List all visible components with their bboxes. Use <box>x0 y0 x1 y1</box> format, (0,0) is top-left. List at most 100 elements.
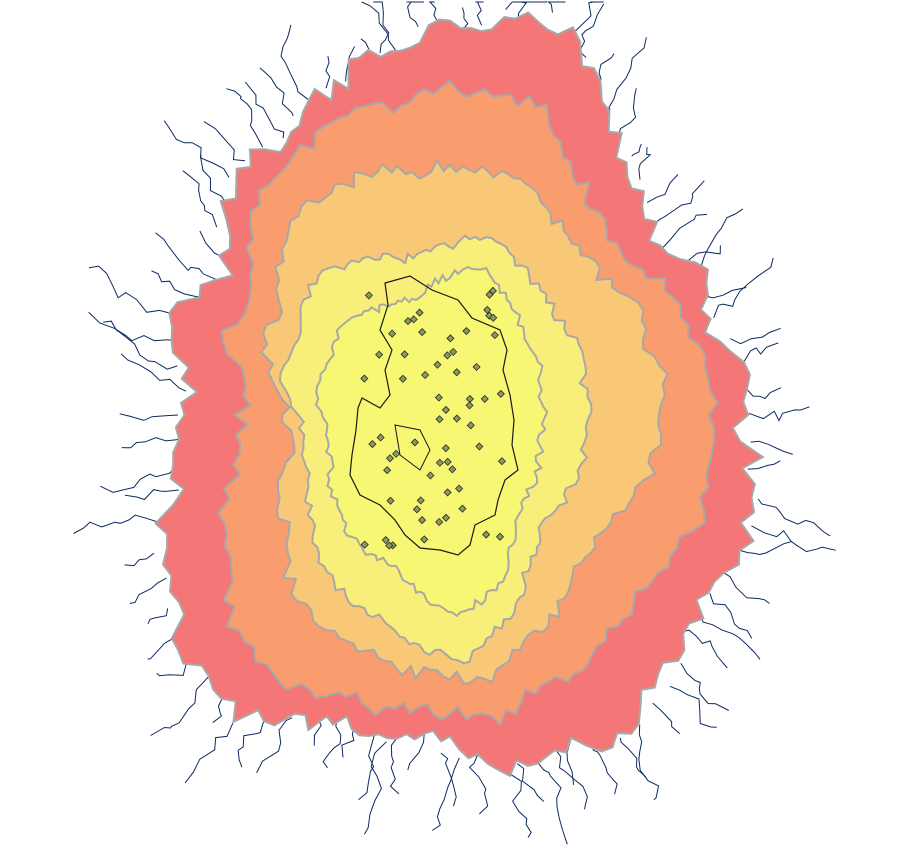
road-segment <box>743 342 779 363</box>
facility-point <box>465 401 474 410</box>
facility-point <box>455 484 464 493</box>
facility-point <box>462 326 471 336</box>
road-segment <box>695 208 744 276</box>
facility-point <box>435 415 444 424</box>
road-segment <box>129 577 167 604</box>
road-segment <box>428 1 440 26</box>
road-segment <box>322 713 342 769</box>
facility-point <box>435 517 444 527</box>
road-segment <box>407 733 425 771</box>
facility-point <box>418 516 427 525</box>
road-segment <box>184 721 234 784</box>
road-segment <box>751 525 836 553</box>
road-segment <box>669 685 717 728</box>
road-segment <box>646 174 679 204</box>
facility-points <box>360 286 507 550</box>
facility-point <box>360 540 369 549</box>
road-segment <box>88 311 182 343</box>
road-segment <box>578 3 605 58</box>
road-segment <box>88 265 170 314</box>
facility-point <box>416 496 425 505</box>
road-segment <box>652 702 681 735</box>
road-segment <box>569 1 604 37</box>
road-segment <box>203 121 246 162</box>
road-segment <box>406 1 424 28</box>
road-segment <box>124 489 179 501</box>
road-segment <box>709 593 753 639</box>
road-segment <box>124 552 155 567</box>
road-segment <box>750 440 793 455</box>
road-segment <box>497 764 532 838</box>
facility-point <box>433 360 442 369</box>
road-segment <box>325 56 331 89</box>
road-segment <box>468 754 489 815</box>
facility-point <box>409 315 418 324</box>
road-segment <box>598 53 615 80</box>
road-segment <box>757 498 831 537</box>
road-segment <box>156 660 188 677</box>
road-segment <box>119 413 178 421</box>
facility-point <box>441 513 451 522</box>
road-segment <box>705 287 747 299</box>
road-network-lines <box>73 1 836 845</box>
road-segment <box>517 763 545 802</box>
road-segment <box>121 437 179 449</box>
road-segment <box>150 675 210 736</box>
facility-point <box>443 457 452 466</box>
road-segment <box>638 147 652 180</box>
facility-point <box>472 362 481 372</box>
facility-point <box>496 389 505 398</box>
road-segment <box>99 464 180 493</box>
facility-point <box>448 465 457 474</box>
service-area-zones <box>154 11 765 778</box>
road-segment <box>552 746 588 810</box>
road-segment <box>700 616 761 660</box>
facility-point <box>385 454 395 463</box>
facility-point <box>420 535 429 544</box>
facility-point <box>466 421 475 430</box>
road-segment <box>440 752 457 807</box>
facility-point <box>410 438 419 447</box>
road-segment <box>616 88 637 140</box>
road-segment <box>256 717 293 774</box>
facility-point <box>381 535 390 545</box>
road-segment <box>103 320 178 370</box>
facility-point <box>434 393 443 402</box>
facility-point <box>482 530 491 539</box>
road-segment <box>212 697 224 723</box>
facility-point <box>446 334 455 343</box>
facility-point <box>386 496 395 505</box>
facility-point <box>441 405 450 414</box>
road-segment <box>259 67 294 117</box>
road-segment <box>280 24 309 100</box>
road-segment <box>745 387 782 400</box>
facility-point <box>452 368 461 377</box>
facility-point <box>458 504 467 513</box>
facility-point <box>435 458 444 467</box>
facility-point <box>360 374 369 383</box>
road-segment <box>631 143 642 157</box>
road-segment <box>747 460 781 470</box>
road-segment <box>345 46 356 82</box>
road-segment <box>650 180 705 227</box>
road-segment <box>608 37 647 111</box>
road-segment <box>619 737 647 778</box>
facility-point <box>475 442 484 451</box>
facility-point <box>480 394 489 403</box>
facility-point <box>488 286 497 295</box>
road-segment <box>182 170 218 228</box>
facility-point <box>383 466 392 475</box>
road-segment <box>73 514 159 534</box>
road-segment <box>244 81 285 139</box>
road-segment <box>155 232 218 281</box>
facility-point <box>376 433 385 442</box>
facility-point <box>441 444 450 453</box>
road-segment <box>199 230 221 257</box>
road-segment <box>737 541 792 556</box>
road-segment <box>120 353 187 392</box>
road-segment <box>363 741 387 835</box>
road-segment <box>373 1 390 54</box>
road-segment <box>740 406 810 422</box>
road-segment <box>147 608 169 624</box>
